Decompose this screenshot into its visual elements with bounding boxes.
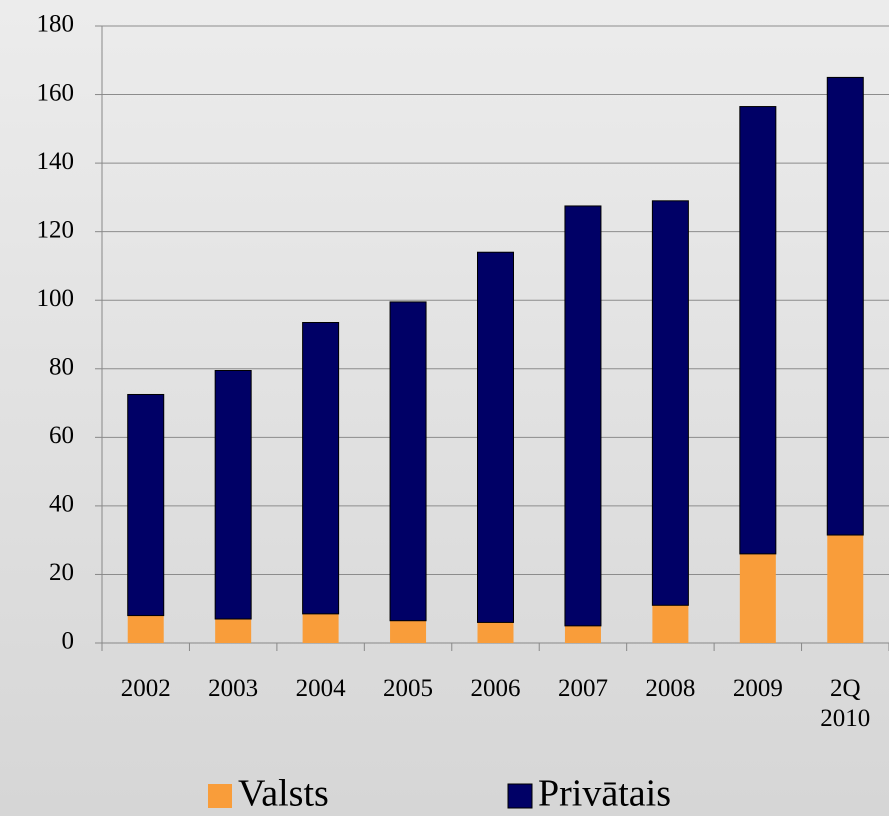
- x-tick-label: 2009: [732, 675, 783, 702]
- x-tick-label: 2006: [470, 675, 521, 702]
- legend-swatch: [208, 784, 232, 808]
- y-tick-label: 60: [49, 422, 74, 449]
- bar-segment: [389, 301, 427, 622]
- y-tick-label: 0: [62, 628, 75, 655]
- x-tick-label: 2003: [208, 675, 259, 702]
- y-tick-label: 160: [37, 79, 75, 106]
- bar-segment: [827, 535, 864, 643]
- legend-label: Valsts: [238, 773, 329, 815]
- bar-segment: [564, 625, 601, 643]
- y-tick-label: 180: [37, 11, 75, 38]
- bar-segment: [302, 322, 340, 615]
- y-tick-label: 20: [49, 559, 74, 586]
- legend-label: Privātais: [538, 773, 671, 815]
- bar-segment: [215, 619, 252, 643]
- x-tick-label: 2005: [383, 675, 434, 702]
- x-tick-label: 2004: [295, 675, 346, 702]
- y-tick-label: 120: [37, 216, 75, 243]
- x-tick-label: 2008: [645, 675, 696, 702]
- y-tick-label: 80: [49, 354, 74, 381]
- bar-segment: [564, 205, 602, 627]
- bar-segment: [652, 605, 689, 643]
- legend-swatch: [507, 783, 533, 809]
- bar-segment: [477, 622, 514, 643]
- bar-segment: [302, 613, 339, 643]
- bar-segment: [739, 553, 776, 643]
- x-tick-label: 2Q 2010: [820, 675, 871, 732]
- bar-segment: [390, 620, 427, 643]
- bar-segment: [739, 106, 777, 555]
- y-tick-label: 140: [37, 148, 75, 175]
- bar-segment: [127, 615, 164, 643]
- y-tick-label: 40: [49, 491, 74, 518]
- y-tick-label: 100: [37, 285, 75, 312]
- bar-segment: [826, 76, 864, 536]
- bar-segment: [477, 251, 514, 623]
- bar-segment: [127, 393, 165, 617]
- x-tick-label: 2002: [120, 675, 171, 702]
- bar-segment: [214, 369, 252, 620]
- bar-segment: [651, 200, 689, 606]
- x-tick-label: 2007: [557, 675, 608, 702]
